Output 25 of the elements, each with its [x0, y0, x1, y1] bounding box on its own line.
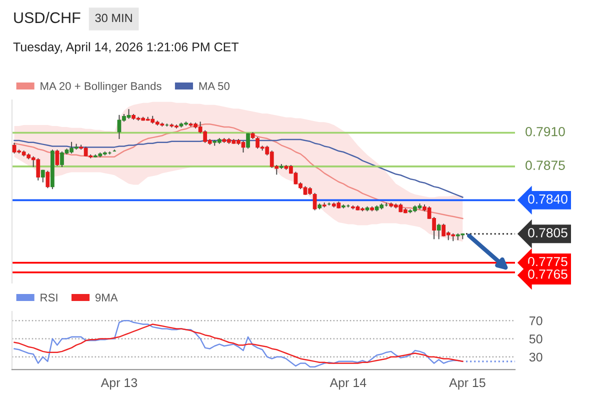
- candlestick: [436, 224, 441, 240]
- x-tick-label: Apr 14: [330, 378, 366, 390]
- chart-title: USD/CHF: [14, 12, 80, 24]
- legend-label: RSI: [40, 294, 58, 302]
- x-tick-label: Apr 13: [100, 378, 138, 390]
- ref-line-label: 0.7775: [528, 256, 568, 266]
- ref-line-label: 0.7805: [528, 228, 568, 238]
- y-tick-label: 30: [529, 352, 542, 362]
- candlestick: [55, 150, 60, 166]
- text: 30 MIN: [95, 14, 132, 22]
- legend-label: MA 20 + Bollinger Bands: [40, 82, 162, 92]
- ref-line-label: 0.7765: [528, 269, 568, 279]
- legend-label: MA 50: [199, 82, 230, 90]
- y-tick-label: 70: [530, 316, 542, 326]
- ref-line-label: 0.7875: [526, 160, 565, 170]
- y-tick-label: 50: [529, 334, 542, 344]
- legend-label: 9MA: [95, 294, 118, 302]
- ref-line-label: 0.7910: [526, 126, 565, 136]
- candlestick: [40, 170, 45, 182]
- candlestick: [246, 133, 250, 149]
- chart-subtitle: Tuesday, April 14, 2026 1:21:06 PM CET: [13, 42, 239, 54]
- ref-line-label: 0.7840: [528, 194, 568, 204]
- x-tick-label: Apr 15: [449, 378, 486, 390]
- candlestick: [312, 192, 317, 210]
- candlestick: [46, 170, 50, 188]
